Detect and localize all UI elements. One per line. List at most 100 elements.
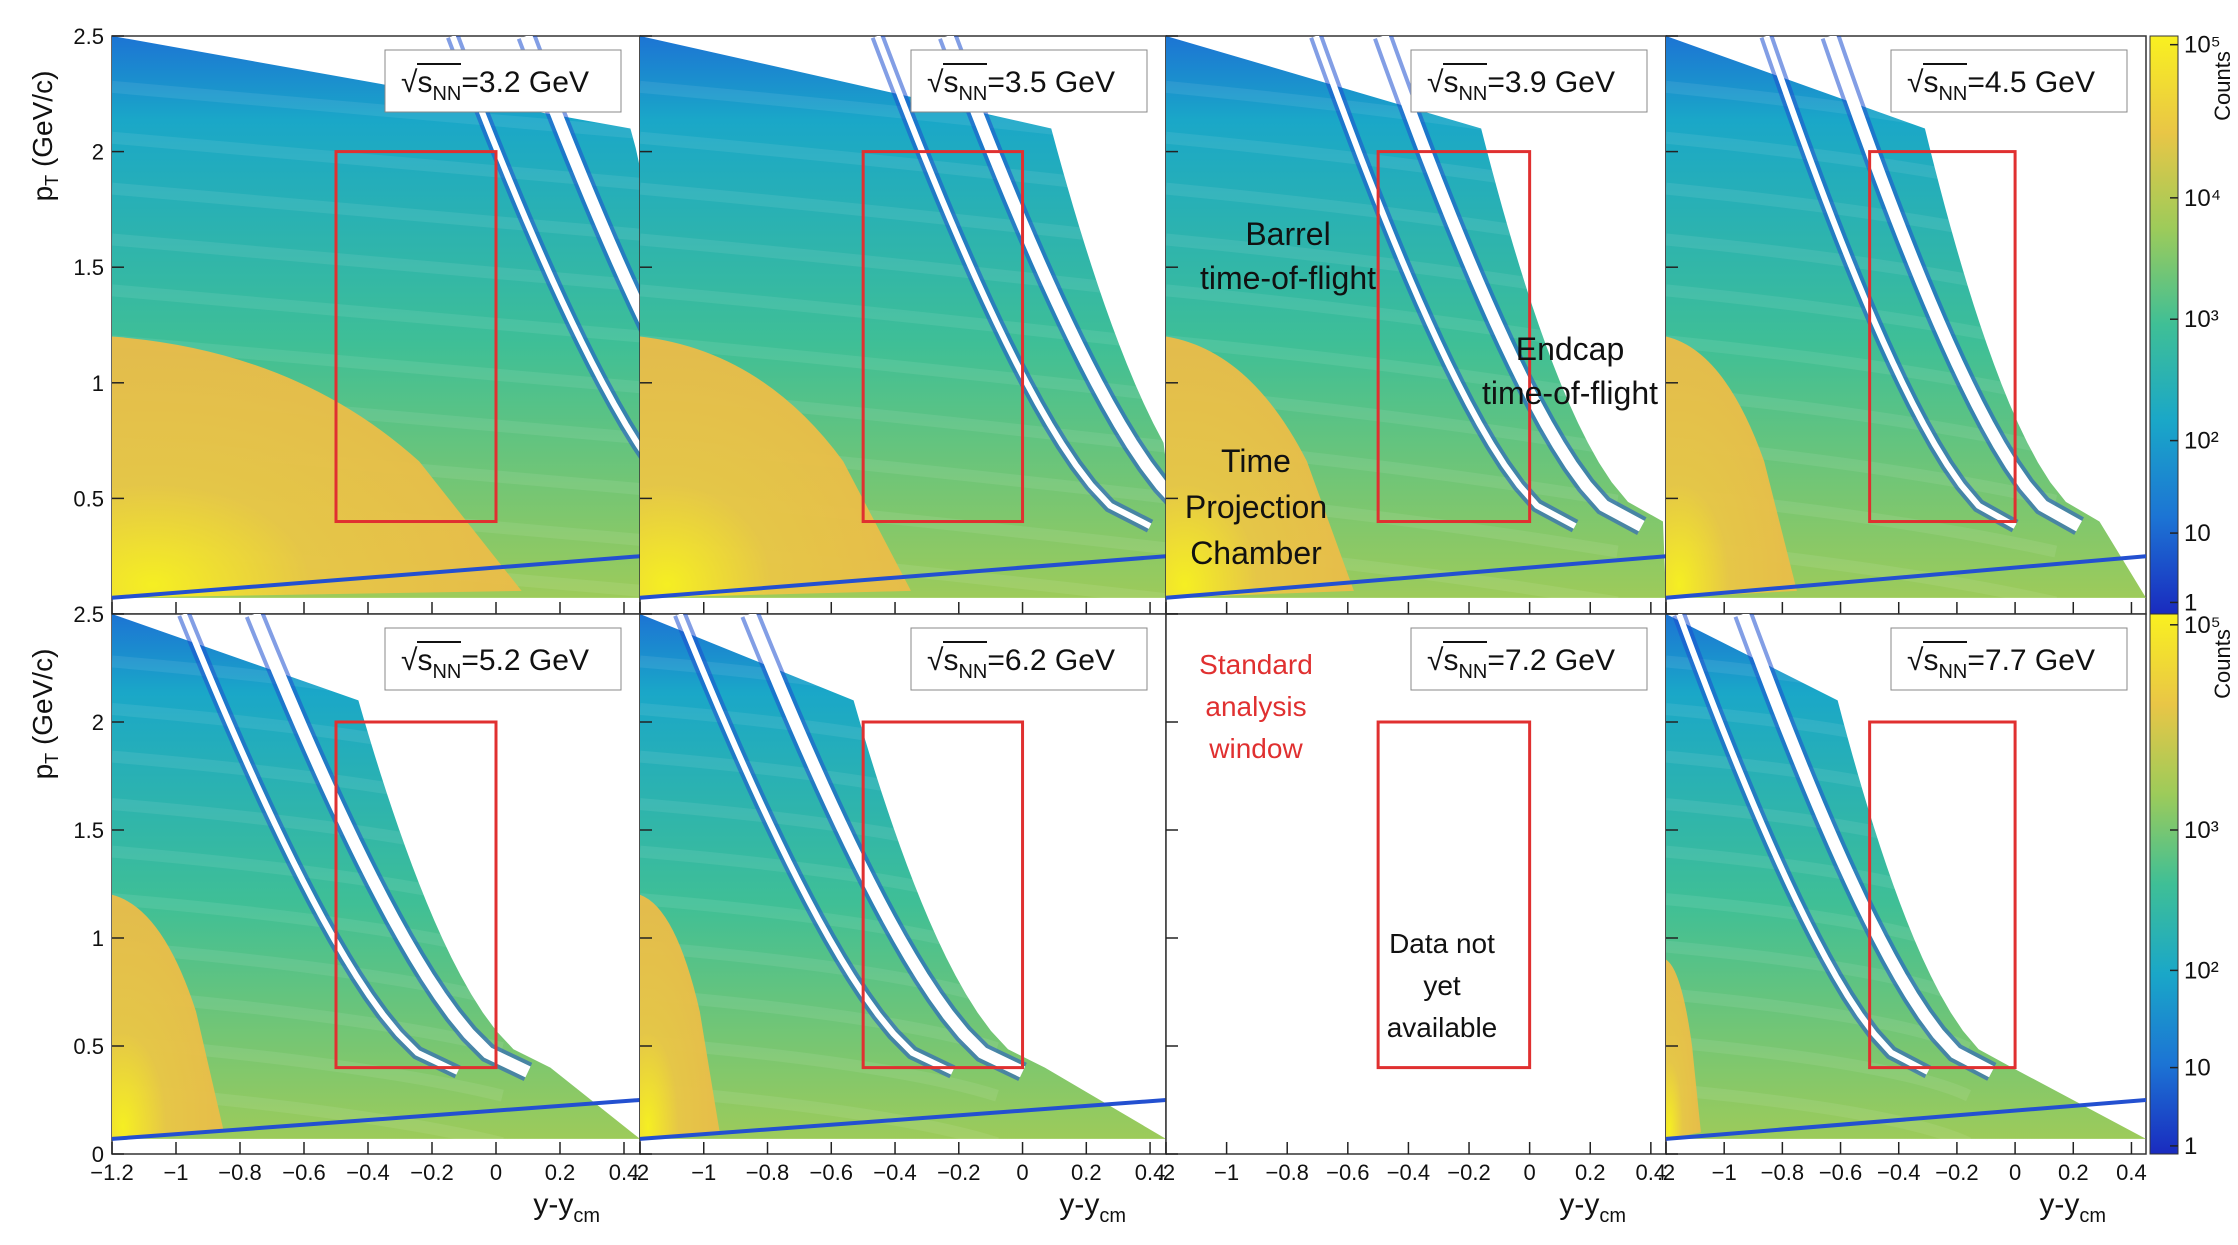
x-tick-label: 0.4 <box>1135 1160 1166 1185</box>
panel-45: √sNN=4.5 GeV <box>1665 35 2147 615</box>
x-axis-label: y-ycm <box>533 1188 600 1227</box>
energy-label: √sNN=3.2 GeV <box>401 66 589 105</box>
x-tick-label: 0.4 <box>1636 1160 1667 1185</box>
panels-layer: √sNN=3.2 GeV √sNN=3.5 GeV √sNN=3.9 GeV √sNN… <box>111 35 2147 1155</box>
x-tick-label: −0.6 <box>1819 1160 1862 1185</box>
tpc-region <box>112 894 224 1139</box>
y-tick-label: 0.5 <box>73 486 104 511</box>
x-tick-label: .2 <box>631 1160 649 1185</box>
energy-label: √sNN=7.7 GeV <box>1907 644 2095 683</box>
contour-line <box>640 233 1166 300</box>
analysis-window-box <box>861 720 1025 1070</box>
x-tick-label: 0.4 <box>609 1160 640 1185</box>
low-pt-edge <box>640 554 1166 600</box>
x-tick-label: −0.2 <box>937 1160 980 1185</box>
y-tick-label: 2.5 <box>73 24 104 49</box>
analysis-window-box <box>1376 150 1532 524</box>
acceptance-region <box>640 614 1166 1139</box>
annotation-tpc: Time <box>1221 443 1291 479</box>
annotation-standard-window: analysis <box>1205 691 1306 722</box>
contour-line <box>1666 893 1972 959</box>
panel-72: √sNN=7.2 GeV <box>1165 613 1667 1155</box>
x-tick-label: 0.2 <box>2058 1160 2089 1185</box>
contour-line <box>640 798 999 864</box>
x-tick-label: −0.4 <box>873 1160 916 1185</box>
x-tick-label: −0.4 <box>1387 1160 1430 1185</box>
contour-line <box>1166 182 1619 253</box>
contour-line <box>1666 80 2058 151</box>
annotation-endcap: Endcap <box>1516 331 1625 367</box>
contour-line <box>1666 182 2058 253</box>
contour-line <box>1666 655 1972 721</box>
contour-line <box>640 940 999 1007</box>
colorbar-tick-label: 10⁴ <box>2184 185 2221 212</box>
contour-line <box>640 182 1166 250</box>
energy-label-box <box>1410 49 1648 113</box>
low-pt-edge <box>1666 554 2146 600</box>
panel-35: √sNN=3.5 GeV <box>639 35 1167 615</box>
x-tick-label: −0.2 <box>1935 1160 1978 1185</box>
contour-line <box>640 703 999 769</box>
contour-line <box>1666 798 1972 864</box>
low-pt-edge <box>112 554 640 600</box>
heatmap-region <box>1666 614 2146 1149</box>
acceptance-region <box>1666 36 2146 598</box>
contour-line <box>1666 335 2058 405</box>
x-tick-label: 0.2 <box>1071 1160 1102 1185</box>
contour-line <box>112 703 504 769</box>
tof-gap-band <box>1763 36 2017 529</box>
y-tick-label: 2.5 <box>73 602 104 627</box>
tof-gap-band <box>449 36 640 453</box>
x-tick-label: −1 <box>1712 1160 1737 1185</box>
x-tick-label: −0.8 <box>218 1160 261 1185</box>
contour-line <box>1666 940 1972 1007</box>
colorbar-tick-label: 1 <box>2184 589 2197 616</box>
tof-gap-band <box>1676 614 1930 1075</box>
x-tick-label: −0.6 <box>810 1160 853 1185</box>
colorbar-label: Counts <box>2210 629 2235 699</box>
tpc-region <box>1166 336 1354 598</box>
y-tick-label: 0.5 <box>73 1034 104 1059</box>
x-tick-label: −1 <box>163 1160 188 1185</box>
contour-line <box>640 131 1166 199</box>
tpc-region <box>640 336 911 598</box>
contour-line <box>112 893 504 959</box>
contour-line <box>1166 131 1619 202</box>
colorbar-tick-label: 10⁵ <box>2184 612 2221 639</box>
low-pt-edge <box>112 1098 640 1141</box>
x-tick-label: −0.6 <box>1326 1160 1369 1185</box>
x-tick-label: 0 <box>1016 1160 1028 1185</box>
x-axis-label: y-ycm <box>2039 1188 2106 1227</box>
analysis-window-box <box>1376 720 1532 1070</box>
colorbar-tick-label: 10 <box>2184 520 2211 547</box>
contour-line <box>112 233 640 292</box>
annotation-barrel: time-of-flight <box>1200 260 1376 296</box>
x-tick-label: −0.8 <box>1265 1160 1308 1185</box>
x-tick-label: −0.8 <box>1761 1160 1804 1185</box>
x-tick-label: 0.2 <box>545 1160 576 1185</box>
colorbar-tick-label: 10³ <box>2184 306 2219 333</box>
tpc-region <box>1666 336 1797 598</box>
y-tick-label: 1 <box>92 371 104 396</box>
energy-label-box <box>1410 627 1648 691</box>
heatmap-region <box>112 36 640 600</box>
contour-line <box>112 750 504 817</box>
analysis-window-box <box>861 150 1025 524</box>
analysis-window-box <box>1868 720 2017 1070</box>
y-tick-label: 1.5 <box>73 255 104 280</box>
energy-label-box <box>910 627 1148 691</box>
panel-62: √sNN=6.2 GeV <box>639 613 1167 1155</box>
annotation-no-data: yet <box>1423 970 1461 1001</box>
y-tick-label: 2 <box>92 140 104 165</box>
analysis-window-box <box>334 150 498 524</box>
energy-label: √sNN=3.9 GeV <box>1427 66 1615 105</box>
axes-layer: 0.511.522.5pT (GeV/c)−1.2 −1 −0.8 −0.6 −0.4−… <box>27 24 2147 1227</box>
tof-gap-band <box>874 36 1152 529</box>
energy-label: √sNN=7.2 GeV <box>1427 644 1615 683</box>
tof-gap-band <box>744 614 1026 1078</box>
contour-line <box>112 131 640 191</box>
tpc-region <box>640 894 720 1139</box>
